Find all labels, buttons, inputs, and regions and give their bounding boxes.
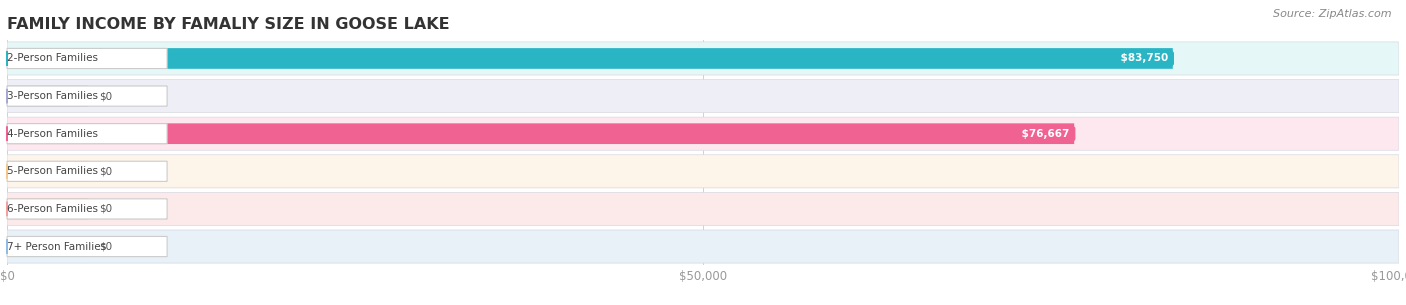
- FancyBboxPatch shape: [7, 236, 167, 257]
- Text: $0: $0: [98, 91, 112, 101]
- FancyBboxPatch shape: [7, 123, 1074, 144]
- FancyBboxPatch shape: [7, 48, 1173, 69]
- Text: $76,667: $76,667: [1018, 129, 1073, 139]
- Text: Source: ZipAtlas.com: Source: ZipAtlas.com: [1274, 9, 1392, 19]
- Text: 4-Person Families: 4-Person Families: [7, 129, 98, 139]
- FancyBboxPatch shape: [7, 230, 1399, 263]
- FancyBboxPatch shape: [7, 155, 1399, 188]
- FancyBboxPatch shape: [7, 86, 167, 106]
- Text: $0: $0: [98, 242, 112, 252]
- FancyBboxPatch shape: [7, 86, 87, 106]
- Text: 7+ Person Families: 7+ Person Families: [7, 242, 107, 252]
- FancyBboxPatch shape: [7, 124, 167, 144]
- Text: $0: $0: [98, 204, 112, 214]
- FancyBboxPatch shape: [7, 236, 87, 257]
- Text: $0: $0: [98, 166, 112, 176]
- FancyBboxPatch shape: [7, 161, 167, 181]
- Text: $83,750: $83,750: [1116, 53, 1171, 63]
- FancyBboxPatch shape: [7, 161, 87, 182]
- FancyBboxPatch shape: [7, 42, 1399, 75]
- Text: 3-Person Families: 3-Person Families: [7, 91, 98, 101]
- Text: 6-Person Families: 6-Person Families: [7, 204, 98, 214]
- FancyBboxPatch shape: [7, 117, 1399, 150]
- FancyBboxPatch shape: [7, 192, 1399, 225]
- Text: 5-Person Families: 5-Person Families: [7, 166, 98, 176]
- FancyBboxPatch shape: [7, 48, 167, 69]
- FancyBboxPatch shape: [7, 199, 87, 219]
- FancyBboxPatch shape: [7, 199, 167, 219]
- Text: 2-Person Families: 2-Person Families: [7, 53, 98, 63]
- Text: FAMILY INCOME BY FAMALIY SIZE IN GOOSE LAKE: FAMILY INCOME BY FAMALIY SIZE IN GOOSE L…: [7, 16, 450, 31]
- FancyBboxPatch shape: [7, 80, 1399, 113]
